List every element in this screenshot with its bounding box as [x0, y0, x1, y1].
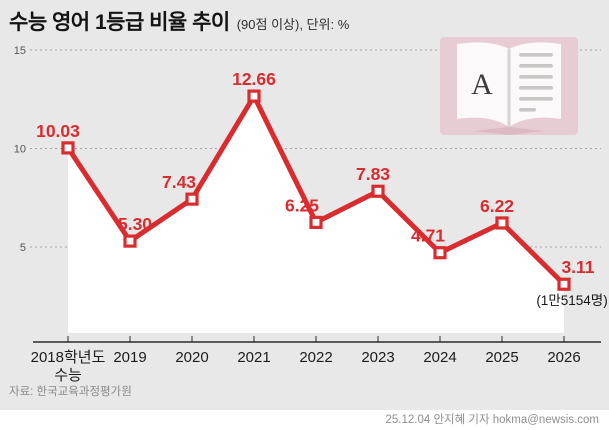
x-axis-label: 2021 — [237, 349, 270, 366]
x-axis-label: 2020 — [175, 349, 208, 366]
data-marker — [495, 216, 509, 230]
data-label: 3.11 — [561, 257, 594, 277]
byline: 25.12.04 안지혜 기자 hokma@newsis.com — [385, 414, 599, 426]
chart-subtitle: (90점 이상), 단위: % — [236, 17, 350, 32]
data-marker — [557, 277, 571, 291]
data-label: 10.03 — [36, 121, 80, 141]
data-label: 12.66 — [232, 69, 276, 89]
book-cover-shadow — [474, 127, 544, 135]
data-marker — [247, 89, 261, 103]
data-marker — [371, 184, 385, 198]
book-letter: A — [471, 68, 493, 101]
x-axis-label: 2026 — [547, 349, 580, 366]
data-marker — [185, 192, 199, 206]
chart-header: 수능 영어 1등급 비율 추이 (90점 이상), 단위: % — [9, 6, 349, 36]
y-axis-label: 15 — [14, 45, 26, 57]
data-marker — [433, 246, 447, 260]
book-left-page — [457, 42, 509, 128]
x-axis-label: 수능 — [54, 367, 82, 384]
data-marker — [61, 141, 75, 155]
footer-bar: 25.12.04 안지혜 기자 hokma@newsis.com — [0, 410, 609, 430]
open-book-icon: A — [440, 37, 578, 135]
page-title: 수능 영어 1등급 비율 추이 — [9, 11, 230, 34]
x-axis-label: 2024 — [423, 349, 456, 366]
x-axis-label: 2018학년도 — [31, 349, 106, 366]
area-fill — [68, 96, 564, 334]
book-right-page — [509, 42, 561, 128]
data-label: 6.22 — [480, 196, 514, 216]
data-label: 4.71 — [411, 226, 445, 246]
data-label: 6.25 — [285, 195, 319, 215]
book-text-lines — [519, 53, 553, 112]
data-label: 7.83 — [356, 164, 390, 184]
x-axis-label: 2019 — [113, 349, 146, 366]
x-axis-label: 2022 — [299, 349, 332, 366]
data-label: 5.30 — [118, 214, 152, 234]
data-marker — [123, 234, 137, 248]
y-axis-label: 5 — [20, 242, 26, 254]
data-label: 7.43 — [162, 172, 196, 192]
x-axis-label: 2023 — [361, 349, 394, 366]
y-axis-label: 10 — [14, 144, 26, 156]
x-axis-label: 2025 — [485, 349, 518, 366]
last-point-annotation: (1만5154명) — [536, 293, 607, 308]
source-credit: 자료: 한국교육과정평가원 — [9, 386, 132, 398]
data-marker — [309, 215, 323, 229]
